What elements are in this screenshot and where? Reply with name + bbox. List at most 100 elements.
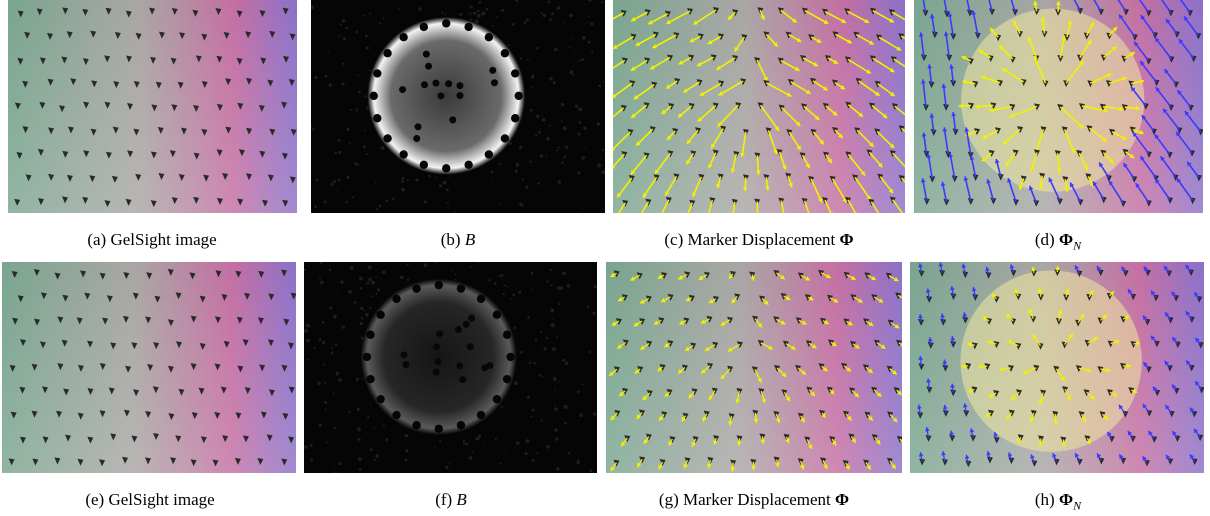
marker-dot	[965, 460, 972, 468]
texture-speck	[336, 289, 338, 291]
marker-dot	[918, 269, 925, 277]
arrow-head	[1086, 40, 1092, 45]
arrow-head	[728, 421, 733, 426]
marker-dot	[989, 8, 996, 16]
displacement-arrow	[616, 177, 633, 199]
displacement-arrow	[1108, 180, 1124, 204]
marker-dot	[1098, 457, 1105, 465]
arrow-head	[918, 314, 923, 319]
texture-speck	[507, 286, 509, 288]
arrow-head	[1143, 266, 1148, 271]
texture-speck	[491, 24, 494, 27]
marker-dot	[971, 342, 978, 350]
arrow-head	[949, 286, 955, 291]
arrow-head	[986, 179, 991, 184]
displacement-arrow	[1081, 105, 1108, 113]
arrow-head	[831, 341, 837, 347]
arrow-head	[821, 413, 826, 418]
arrow-head	[691, 442, 696, 447]
arrow-head	[1118, 404, 1124, 410]
displacement-arrow	[892, 152, 905, 168]
caption-a-label: (a)	[87, 230, 107, 249]
marker-hole	[514, 91, 523, 101]
marker-dot	[48, 173, 55, 181]
arrow-head	[1013, 20, 1018, 26]
marker-dot	[77, 412, 84, 420]
displacement-arrow	[732, 201, 736, 213]
texture-speck	[549, 124, 552, 127]
marker-dot	[214, 411, 221, 419]
texture-speck	[524, 452, 528, 456]
displacement-arrow	[1184, 110, 1202, 132]
texture-speck	[531, 459, 535, 463]
panel-b-binary-map	[311, 0, 605, 213]
texture-speck	[525, 439, 530, 444]
marker-dot	[189, 272, 196, 280]
marker-dot	[61, 196, 68, 204]
marker-dot	[54, 457, 61, 465]
arrow-head	[668, 441, 673, 446]
displacement-arrow	[1154, 133, 1171, 155]
arrow-head	[631, 113, 636, 118]
texture-speck	[564, 145, 569, 149]
arrow-head	[716, 183, 721, 189]
arrow-head	[1056, 168, 1062, 174]
arrow-head	[926, 153, 932, 159]
arrow-head	[717, 122, 723, 127]
marker-dot	[83, 150, 90, 158]
arrow-head	[666, 19, 672, 25]
texture-speck	[311, 5, 314, 10]
arrow-head	[847, 39, 852, 44]
texture-speck	[536, 46, 539, 50]
texture-speck	[374, 182, 377, 184]
panel-a-svg	[8, 0, 297, 213]
panel-c-marker-displacement	[613, 0, 905, 213]
marker-dot	[262, 199, 269, 207]
marker-hole	[476, 294, 486, 304]
texture-speck	[337, 138, 341, 143]
texture-speck	[314, 75, 318, 80]
texture-speck	[534, 134, 538, 137]
arrow-head	[949, 430, 955, 435]
texture-speck	[337, 178, 341, 182]
arrow-head	[654, 320, 659, 325]
caption-h-subscript: N	[1073, 498, 1082, 513]
arrow-head	[920, 79, 926, 84]
texture-speck	[558, 302, 561, 306]
marker-dot	[1012, 198, 1019, 206]
marker-dot	[917, 411, 924, 419]
caption-f-symbol: B	[456, 490, 467, 509]
arrow-head	[704, 346, 710, 351]
arrow-head	[713, 440, 718, 445]
marker-dot	[923, 198, 930, 206]
marker-dot	[54, 272, 61, 280]
marker-dot	[175, 292, 182, 300]
marker-hole	[456, 284, 466, 293]
marker-dot	[970, 434, 977, 442]
displacement-arrow	[897, 294, 902, 299]
texture-speck	[591, 58, 593, 61]
marker-dot	[896, 435, 902, 443]
marker-dot	[192, 9, 199, 17]
displacement-arrow	[692, 9, 717, 26]
arrow-head	[636, 141, 641, 146]
arrow-head	[874, 91, 880, 96]
marker-dot	[104, 55, 111, 63]
texture-speck	[314, 205, 318, 209]
marker-dot	[942, 364, 949, 372]
texture-speck	[567, 451, 571, 455]
arrow-head	[1163, 108, 1168, 114]
arrow-head	[1139, 79, 1144, 85]
marker-dot	[946, 54, 953, 62]
marker-hole	[510, 114, 520, 123]
texture-speck	[530, 271, 534, 275]
arrow-head	[999, 366, 1004, 372]
marker-dot	[64, 434, 71, 442]
texture-speck	[358, 276, 363, 281]
marker-dot	[167, 268, 174, 276]
marker-dot	[945, 151, 952, 159]
texture-speck	[564, 363, 568, 366]
marker-dot	[83, 101, 90, 109]
arrow-head	[1064, 187, 1070, 193]
arrow-head	[1109, 291, 1114, 296]
